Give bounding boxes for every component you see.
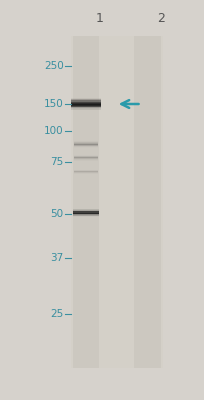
Text: 37: 37 <box>50 253 63 263</box>
FancyBboxPatch shape <box>72 36 99 368</box>
Text: 150: 150 <box>44 99 63 109</box>
FancyBboxPatch shape <box>134 36 160 368</box>
Text: 100: 100 <box>44 126 63 136</box>
Text: 2: 2 <box>156 12 164 24</box>
FancyBboxPatch shape <box>134 36 160 368</box>
Text: 250: 250 <box>44 61 63 71</box>
Text: 1: 1 <box>95 12 103 24</box>
Text: 50: 50 <box>50 209 63 219</box>
Text: 25: 25 <box>50 309 63 319</box>
FancyBboxPatch shape <box>72 36 99 368</box>
Text: 75: 75 <box>50 157 63 167</box>
FancyBboxPatch shape <box>70 36 162 368</box>
